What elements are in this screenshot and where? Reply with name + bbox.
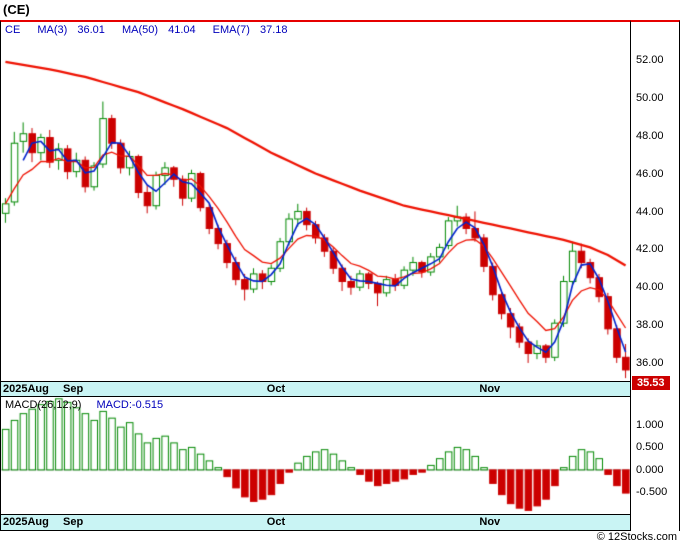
- price-axis-label: 36.00: [636, 357, 664, 370]
- indicator-legend: CE MA(3) 36.01 MA(50) 41.04 EMA(7) 37.18: [5, 24, 288, 36]
- price-axis-label: 48.00: [636, 129, 664, 142]
- legend-symbol: CE: [5, 24, 21, 36]
- price-axis: 52.00 50.00 48.00 46.00 44.00 42.00 40.00 38.00…: [631, 20, 680, 397]
- legend-ma3-label: MA(3): [37, 24, 68, 36]
- price-axis-label: 42.00: [636, 243, 664, 256]
- macd-params-label: MACD(26,12,9): [5, 399, 82, 411]
- macd-axis-label: 0.500: [636, 441, 664, 454]
- legend-ma50-value: 41.04: [168, 24, 196, 36]
- macd-xaxis-strip: 2025Aug Sep Oct Nov: [0, 514, 631, 531]
- legend-ema7-value: 37.18: [260, 24, 288, 36]
- price-axis-label: 46.00: [636, 167, 664, 180]
- price-axis-label: 50.00: [636, 91, 664, 104]
- legend-ma3-value: 36.01: [77, 24, 105, 36]
- symbol-title: (CE): [3, 2, 30, 17]
- month-label-nov: Nov: [479, 383, 501, 395]
- macd-axis-label: 1.000: [636, 418, 664, 431]
- macd-axis: 1.000 0.500 0.000 -0.500: [631, 397, 680, 531]
- month-label-oct: Oct: [266, 383, 286, 395]
- macd-axis-label: -0.500: [636, 486, 668, 499]
- month-label-oct: Oct: [266, 516, 286, 528]
- legend-ema7-label: EMA(7): [212, 24, 250, 36]
- price-chart-canvas: [1, 22, 630, 380]
- month-label-sep: Sep: [63, 383, 84, 395]
- month-label-2025aug: 2025Aug: [3, 383, 49, 395]
- macd-axis-label: 0.000: [636, 463, 664, 476]
- legend-ma50-label: MA(50): [121, 24, 159, 36]
- macd-panel: [0, 397, 631, 514]
- macd-value-label: MACD:-0.515: [96, 399, 164, 411]
- month-label-2025aug: 2025Aug: [3, 516, 49, 528]
- last-price-badge: 35.53: [632, 375, 670, 390]
- month-label-sep: Sep: [63, 516, 84, 528]
- price-axis-label: 52.00: [636, 53, 664, 66]
- price-axis-label: 38.00: [636, 319, 664, 332]
- macd-legend: MACD(26,12,9) MACD:-0.515: [5, 399, 163, 411]
- price-chart-panel: [0, 20, 631, 381]
- price-axis-label: 40.00: [636, 281, 664, 294]
- price-axis-label: 44.00: [636, 205, 664, 218]
- month-label-nov: Nov: [479, 516, 501, 528]
- main-xaxis-strip: 2025Aug Sep Oct Nov: [0, 381, 631, 397]
- macd-chart-canvas: [1, 397, 630, 514]
- copyright: © 12Stocks.com: [0, 531, 680, 546]
